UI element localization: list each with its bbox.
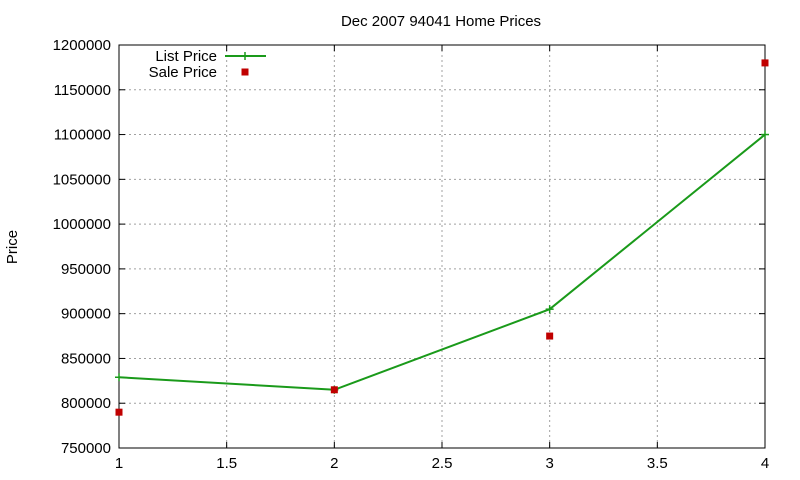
grid bbox=[119, 45, 765, 448]
x-tick-label: 1 bbox=[115, 455, 123, 472]
sale-price-point bbox=[115, 408, 123, 416]
y-tick-label: 1100000 bbox=[54, 127, 111, 144]
y-tick-label: 900000 bbox=[61, 306, 111, 323]
list-price-point bbox=[115, 373, 123, 382]
sale-price-point bbox=[761, 59, 769, 67]
y-tick-label: 1050000 bbox=[53, 171, 111, 188]
list-price-point bbox=[761, 130, 769, 139]
y-tick-label: 1200000 bbox=[53, 37, 111, 54]
x-tick-label: 3 bbox=[545, 455, 553, 472]
legend-marker bbox=[241, 68, 249, 76]
axis-ticks: 1 1.5 2 2.5 3 3.5 4 750000 800000 850000 900000 950… bbox=[53, 37, 770, 472]
series-layer bbox=[115, 59, 769, 416]
x-tick-label: 3.5 bbox=[647, 455, 668, 472]
chart-title: Dec 2007 94041 Home Prices bbox=[341, 13, 541, 30]
y-tick-label: 950000 bbox=[61, 261, 111, 278]
legend-label: Sale Price bbox=[149, 64, 217, 81]
y-tick-label: 1150000 bbox=[54, 82, 111, 99]
list-price-point bbox=[545, 305, 554, 314]
y-tick-label: 750000 bbox=[61, 440, 111, 457]
y-tick-label: 850000 bbox=[61, 350, 111, 367]
y-axis-label: Price bbox=[4, 230, 21, 264]
y-tick-label: 1000000 bbox=[53, 216, 111, 233]
legend-marker bbox=[241, 52, 249, 60]
sale-price-point bbox=[330, 386, 338, 394]
list-price-line bbox=[118, 133, 766, 391]
y-tick-label: 800000 bbox=[61, 395, 111, 412]
x-tick-label: 4 bbox=[761, 455, 769, 472]
sale-price-point bbox=[546, 332, 554, 340]
plot-frame bbox=[118, 44, 766, 449]
x-tick-label: 1.5 bbox=[216, 455, 237, 472]
legend-label: List Price bbox=[155, 48, 217, 65]
x-tick-label: 2 bbox=[330, 455, 338, 472]
x-tick-label: 2.5 bbox=[432, 455, 453, 472]
